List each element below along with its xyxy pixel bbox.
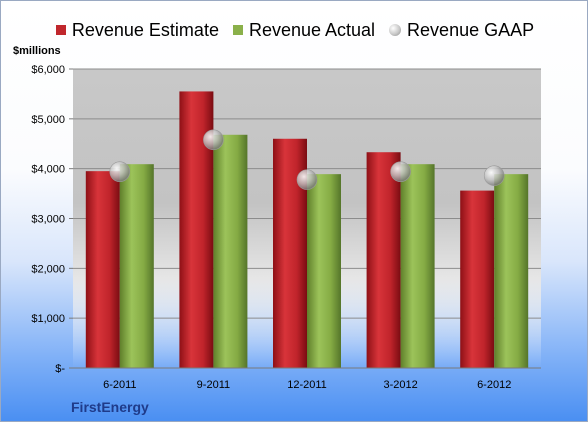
bar-revenue-actual <box>307 174 341 368</box>
y-tick-label: $5,000 <box>31 114 65 126</box>
x-tick-label: 6-2012 <box>477 379 511 391</box>
legend-item-revenue-estimate: Revenue Estimate <box>55 19 219 41</box>
legend-swatch-estimate <box>55 25 66 35</box>
bar-revenue-estimate <box>366 152 401 368</box>
marker-revenue-gaap <box>483 165 505 186</box>
bar-revenue-actual <box>119 164 154 368</box>
bar-revenue-estimate <box>85 171 120 368</box>
bars <box>85 91 529 369</box>
chart-legend: Revenue Estimate Revenue Actual Revenue … <box>1 15 587 45</box>
legend-item-revenue-actual: Revenue Actual <box>232 19 376 41</box>
x-tick-label: 9-2011 <box>197 379 230 391</box>
y-tick-label: $2,000 <box>31 263 65 275</box>
bar-revenue-actual <box>213 134 248 368</box>
bar-revenue-actual <box>494 174 529 368</box>
legend-marker-gaap <box>389 24 402 36</box>
y-tick-label: $4,000 <box>31 164 65 176</box>
marker-revenue-gaap <box>296 169 318 190</box>
legend-label-actual: Revenue Actual <box>248 19 376 40</box>
y-tick-label: $1,000 <box>31 313 65 325</box>
company-name: FirstEnergy <box>71 399 149 415</box>
y-axis-unit-label: $millions <box>13 45 61 57</box>
legend-label-estimate: Revenue Estimate <box>71 19 219 40</box>
y-axis-ticks: $- $1,000 $2,000 $3,000 $4,000 $5,000 $6,000 <box>31 64 73 375</box>
legend-label-gaap: Revenue GAAP <box>407 19 535 40</box>
gaap-markers <box>109 129 505 190</box>
x-tick-label: 12-2011 <box>287 379 327 391</box>
x-axis-ticks: 6-2011 9-2011 12-2011 3-2012 6-2012 <box>103 379 511 391</box>
y-tick-label: $- <box>55 363 65 375</box>
x-tick-label: 6-2011 <box>103 379 136 391</box>
marker-revenue-gaap <box>109 161 131 182</box>
bar-revenue-estimate <box>460 190 495 368</box>
legend-swatch-actual <box>232 25 243 35</box>
y-tick-label: $6,000 <box>31 64 65 76</box>
y-tick-label: $3,000 <box>31 214 65 226</box>
marker-revenue-gaap <box>390 161 411 182</box>
legend-item-revenue-gaap: Revenue GAAP <box>389 20 534 41</box>
x-tick-label: 3-2012 <box>383 379 417 391</box>
marker-revenue-gaap <box>203 129 224 151</box>
bar-revenue-actual <box>400 164 435 368</box>
